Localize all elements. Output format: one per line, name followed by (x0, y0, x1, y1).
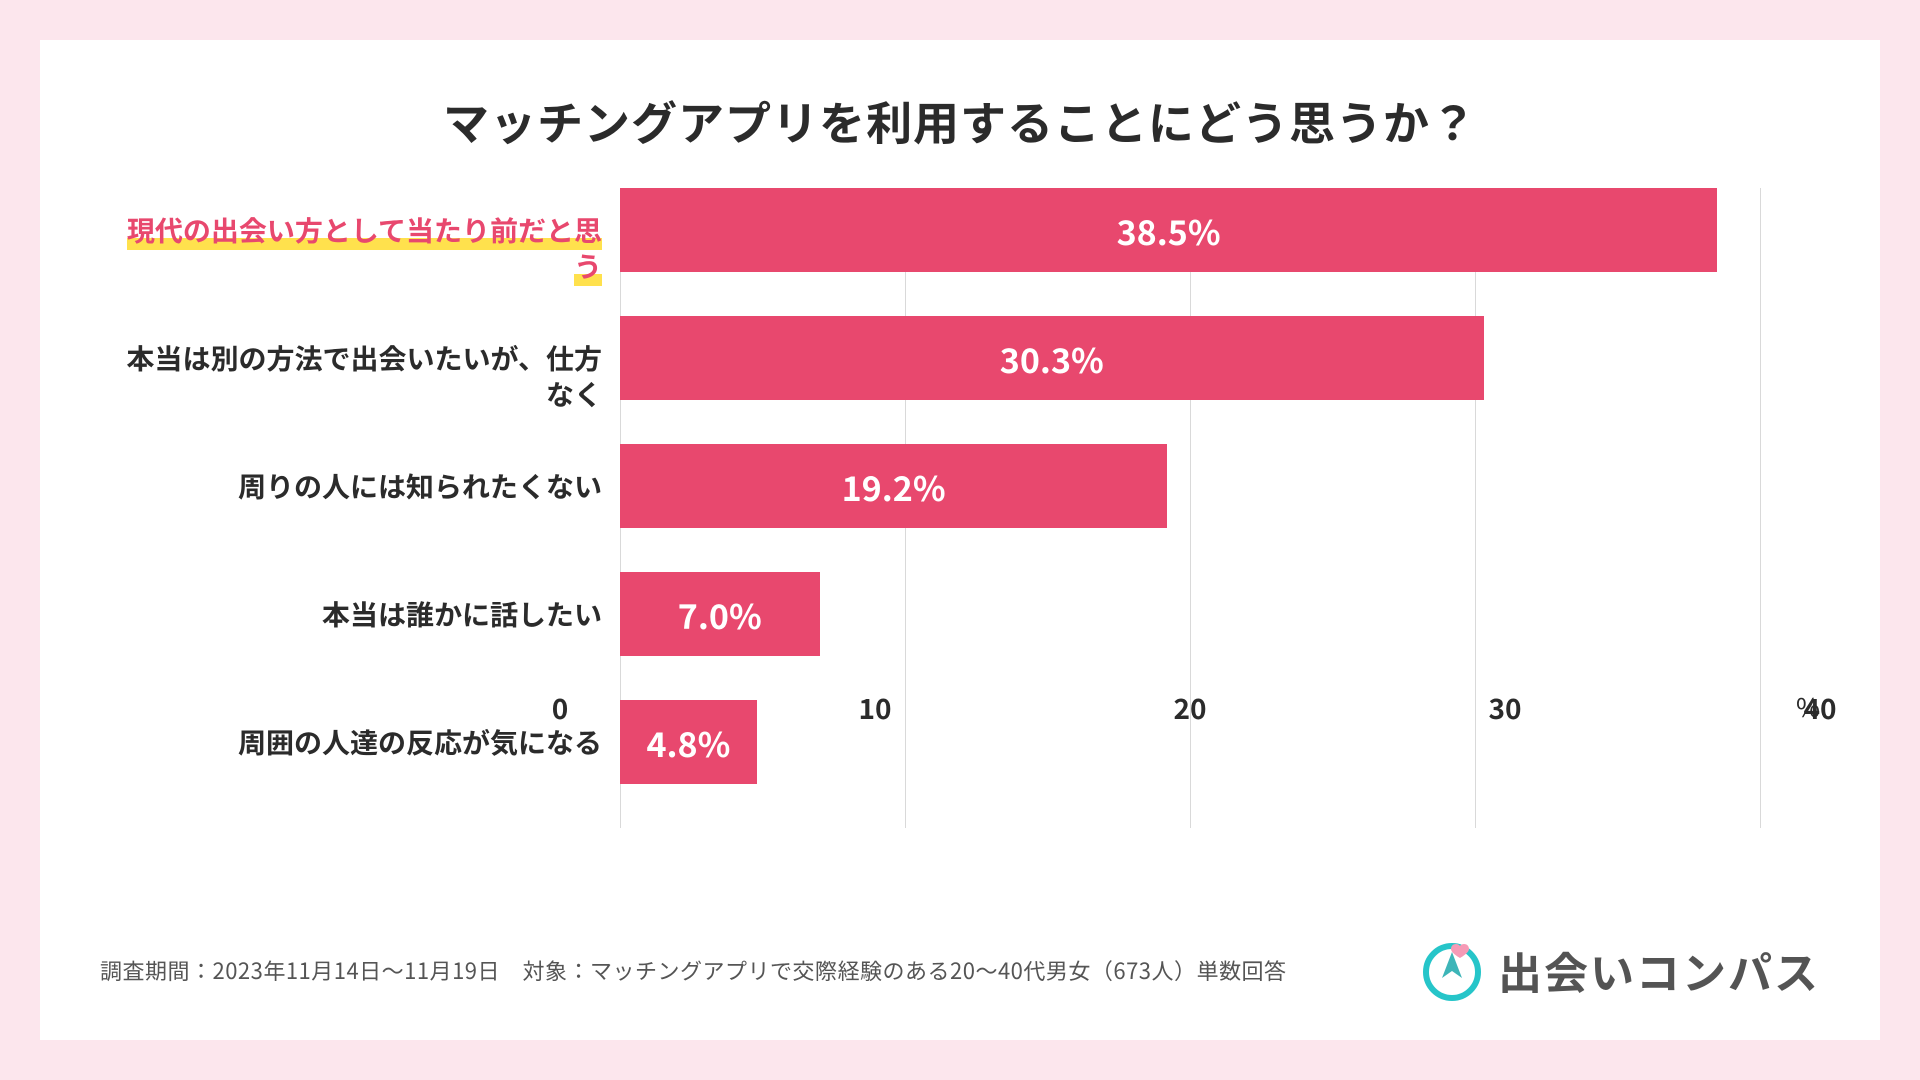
brand-name: 出会いコンパス (1498, 938, 1820, 1002)
bar-label: 周囲の人達の反応が気になる (238, 724, 602, 760)
bar: 30.3% (620, 316, 1484, 400)
bar-row: 19.2% (620, 444, 1760, 528)
bar: 7.0% (620, 572, 820, 656)
x-axis: % 010203040 (560, 688, 1820, 728)
bar-row: 30.3% (620, 316, 1760, 400)
bar: 19.2% (620, 444, 1167, 528)
chart-card: マッチングアプリを利用することにどう思うか？ 現代の出会い方として当たり前だと思… (40, 40, 1880, 1040)
plot-area: 38.5%30.3%19.2%7.0%4.8% (620, 188, 1760, 828)
bar-label: 現代の出会い方として当たり前だと思う (122, 212, 602, 285)
y-labels: 現代の出会い方として当たり前だと思う本当は別の方法で出会いたいが、仕方なく周りの… (120, 188, 620, 828)
bar-row: 38.5% (620, 188, 1760, 272)
chart-area: 現代の出会い方として当たり前だと思う本当は別の方法で出会いたいが、仕方なく周りの… (120, 188, 1760, 828)
x-tick-label: 30 (1488, 688, 1521, 728)
bar-label: 本当は誰かに話したい (322, 596, 602, 632)
compass-icon (1420, 938, 1484, 1002)
grid-line (1760, 188, 1761, 828)
brand-logo: 出会いコンパス (1420, 938, 1820, 1002)
bar: 38.5% (620, 188, 1717, 272)
x-tick-label: 10 (858, 688, 891, 728)
survey-note: 調査期間：2023年11月14日〜11月19日 対象：マッチングアプリで交際経験… (100, 954, 1287, 986)
chart-title: マッチングアプリを利用することにどう思うか？ (100, 88, 1820, 154)
bar-label: 本当は別の方法で出会いたいが、仕方なく (122, 340, 602, 413)
x-tick-label: 0 (552, 688, 569, 728)
bar-label: 周りの人には知られたくない (238, 468, 602, 504)
bar-row: 7.0% (620, 572, 1760, 656)
x-tick-label: 40 (1803, 688, 1836, 728)
x-tick-label: 20 (1173, 688, 1206, 728)
